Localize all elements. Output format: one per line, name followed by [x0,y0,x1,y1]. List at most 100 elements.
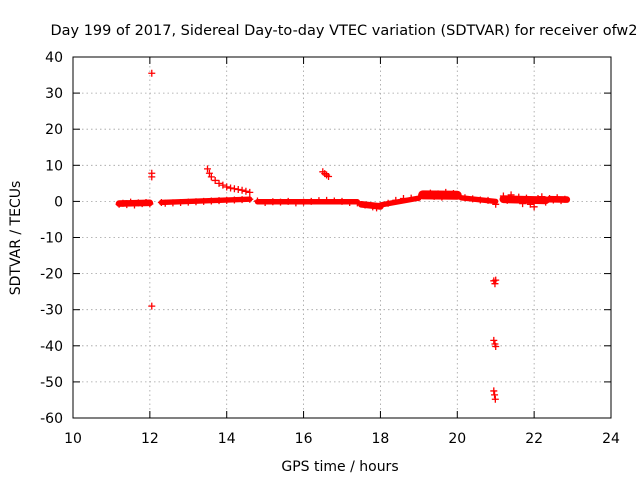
data-point [499,192,507,200]
data-point [215,197,223,205]
data-point [134,199,142,207]
data-point [130,201,138,209]
x-tick-label: 10 [64,431,82,447]
data-point [246,195,254,203]
grid-lines [73,57,611,418]
data-point [442,188,450,196]
data-point [415,194,423,202]
data-point [127,198,135,206]
data-point [148,69,156,77]
data-point [353,199,361,207]
data-point [503,196,511,204]
data-point [434,190,442,198]
data-point [142,198,150,206]
data-point [200,197,208,205]
data-point [491,280,499,288]
data-point [461,194,469,202]
data-point [315,197,323,205]
data-point [449,189,457,197]
data-point [384,199,392,207]
x-axis-label: GPS time / hours [281,459,398,475]
data-point [515,193,523,201]
data-point [522,194,530,202]
data-point [476,196,484,204]
data-point [426,189,434,197]
data-point [123,201,131,209]
data-point [369,203,377,211]
data-point [492,343,500,351]
data-point [446,191,454,199]
data-point [138,200,146,208]
data-point [284,197,292,205]
data-point [223,183,231,191]
data-point [392,196,400,204]
data-point [346,198,354,206]
data-point [484,196,492,204]
data-point [423,191,431,199]
data-point [292,199,300,207]
data-point [253,197,261,205]
data-point [469,195,477,203]
y-tick-label: -30 [40,303,63,319]
data-point [227,184,235,192]
data-point [407,194,415,202]
data-point [542,198,550,206]
chart-title: Day 199 of 2017, Sidereal Day-to-day VTE… [50,23,637,39]
data-point [338,197,346,205]
data-point [223,196,231,204]
data-point [438,193,446,201]
data-point [211,176,219,184]
y-tick-label: -20 [40,267,63,283]
data-point [361,201,369,209]
data-point [300,198,308,206]
x-tick-label: 24 [602,431,620,447]
data-point [207,173,215,181]
data-point [453,192,461,200]
data-point [491,391,499,399]
x-tick-label: 18 [372,431,390,447]
data-point [157,198,165,206]
data-point [561,195,569,203]
data-point [204,165,211,173]
data-point [169,199,177,207]
data-point [238,186,246,194]
data-point [230,185,238,193]
data-point [376,202,384,210]
data-run [377,195,422,208]
y-tick-label: 20 [45,122,63,138]
x-tick-label: 16 [295,431,313,447]
data-point [325,172,333,180]
data-point [177,198,185,206]
x-tick-label: 12 [141,431,159,447]
y-tick-label: -10 [40,231,63,247]
x-tick-label: 14 [218,431,236,447]
data-point [519,200,527,208]
data-point [242,187,250,195]
data-point [399,195,407,203]
data-point [534,195,542,203]
data-point [119,199,127,207]
data-point [115,200,123,208]
data-point [323,196,331,204]
y-axis-label: SDTVAR / TECUs [8,181,24,296]
data-point [215,179,223,187]
data-point [507,191,515,199]
data-point [184,198,192,206]
data-point [491,395,499,403]
y-tick-label: 30 [45,86,63,102]
data-point [511,196,519,204]
data-point [207,197,215,205]
data-point [526,200,534,208]
data-point [490,336,498,344]
y-tick-label: -60 [40,411,63,427]
data-point [373,204,381,212]
data-point [546,195,554,203]
data-point [246,188,254,196]
data-point [553,194,561,202]
data-point [430,192,438,200]
axis-ticks: 10 12 14 16 18 20 22 24 40 30 20 10 0 -10 -20 -30 -40 -50… [40,50,620,447]
data-point [269,198,277,206]
data-point [549,196,557,204]
